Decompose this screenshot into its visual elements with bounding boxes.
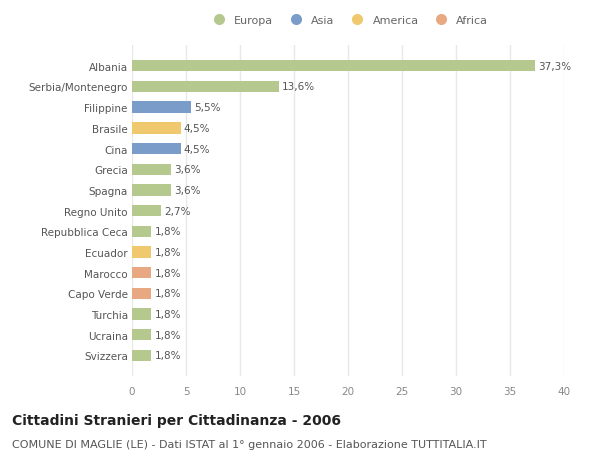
- Bar: [132, 247, 151, 258]
- Bar: [132, 268, 151, 279]
- Bar: [132, 61, 535, 72]
- Bar: [132, 350, 151, 361]
- Bar: [132, 206, 161, 217]
- Bar: [132, 102, 191, 113]
- Text: 3,6%: 3,6%: [174, 165, 200, 175]
- Text: 2,7%: 2,7%: [164, 206, 191, 216]
- Text: 3,6%: 3,6%: [174, 185, 200, 196]
- Bar: [132, 164, 171, 175]
- Text: 4,5%: 4,5%: [184, 123, 211, 134]
- Text: COMUNE DI MAGLIE (LE) - Dati ISTAT al 1° gennaio 2006 - Elaborazione TUTTITALIA.: COMUNE DI MAGLIE (LE) - Dati ISTAT al 1°…: [12, 440, 487, 449]
- Bar: [132, 330, 151, 341]
- Bar: [132, 288, 151, 299]
- Text: 1,8%: 1,8%: [155, 330, 181, 340]
- Text: 1,8%: 1,8%: [155, 309, 181, 319]
- Text: 1,8%: 1,8%: [155, 227, 181, 237]
- Bar: [132, 144, 181, 155]
- Bar: [132, 123, 181, 134]
- Bar: [132, 185, 171, 196]
- Legend: Europa, Asia, America, Africa: Europa, Asia, America, Africa: [203, 12, 493, 31]
- Text: 4,5%: 4,5%: [184, 144, 211, 154]
- Text: 1,8%: 1,8%: [155, 351, 181, 361]
- Bar: [132, 309, 151, 320]
- Text: 1,8%: 1,8%: [155, 289, 181, 299]
- Text: 1,8%: 1,8%: [155, 268, 181, 278]
- Text: 5,5%: 5,5%: [194, 103, 221, 113]
- Bar: [132, 226, 151, 237]
- Bar: [132, 82, 279, 93]
- Text: 37,3%: 37,3%: [538, 62, 571, 72]
- Text: 13,6%: 13,6%: [282, 82, 315, 92]
- Text: 1,8%: 1,8%: [155, 247, 181, 257]
- Text: Cittadini Stranieri per Cittadinanza - 2006: Cittadini Stranieri per Cittadinanza - 2…: [12, 414, 341, 428]
